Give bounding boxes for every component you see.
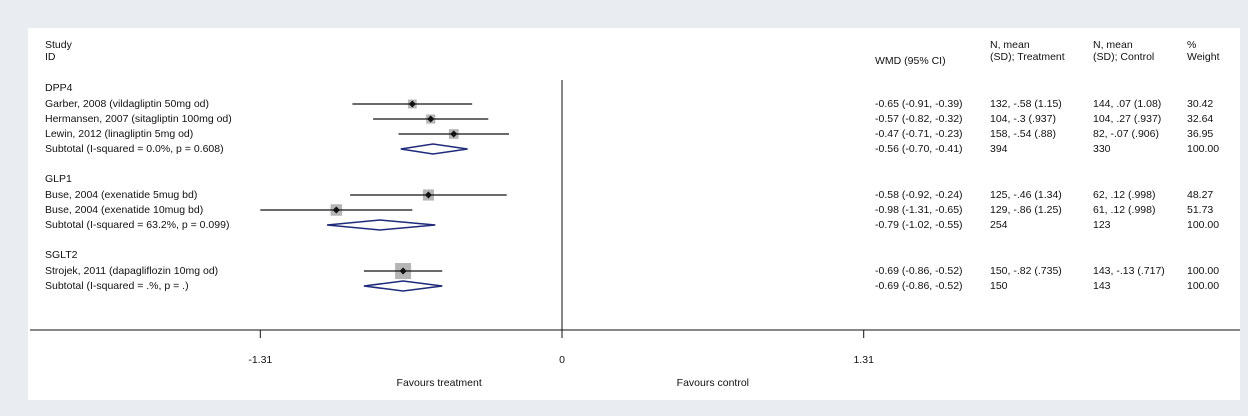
point-estimate (424, 191, 432, 199)
column-header: (SD); Treatment (990, 51, 1065, 63)
id-header: ID (45, 51, 56, 63)
column-header: WMD (95% CI) (875, 55, 946, 67)
column-header: N, mean (990, 39, 1030, 51)
subtotal-label: Subtotal (I-squared = .%, p = .) (45, 280, 189, 292)
column-value: 132, -.58 (1.15) (990, 98, 1062, 110)
study-label: Lewin, 2012 (linagliptin 5mg od) (45, 128, 193, 140)
column-value: 51.73 (1187, 204, 1213, 216)
study-label: Garber, 2008 (vildagliptin 50mg od) (45, 98, 209, 110)
point-estimate (427, 115, 435, 123)
study-label: Strojek, 2011 (dapagliflozin 10mg od) (45, 265, 218, 277)
column-header: N, mean (1093, 39, 1133, 51)
column-value: 144, .07 (1.08) (1093, 98, 1161, 110)
column-value: 62, .12 (.998) (1093, 189, 1155, 201)
study-label: Hermansen, 2007 (sitagliptin 100mg od) (45, 113, 232, 125)
column-value: 100.00 (1187, 265, 1219, 277)
x-tick-label: 1.31 (853, 354, 874, 366)
column-value: 36.95 (1187, 128, 1213, 140)
column-value: 394 (990, 143, 1008, 155)
column-value: -0.69 (-0.86, -0.52) (875, 265, 963, 277)
point-estimate (332, 206, 340, 214)
point-estimate (450, 130, 458, 138)
favours-left: Favours treatment (397, 377, 482, 389)
group-name: SGLT2 (45, 249, 78, 261)
column-value: 32.64 (1187, 113, 1213, 125)
column-value: 100.00 (1187, 143, 1219, 155)
column-header: Weight (1187, 51, 1220, 63)
column-value: 150, -.82 (.735) (990, 265, 1062, 277)
column-value: 48.27 (1187, 189, 1213, 201)
column-value: 82, -.07 (.906) (1093, 128, 1159, 140)
plot-panel (28, 28, 1240, 400)
column-value: 104, .27 (.937) (1093, 113, 1161, 125)
column-value: -0.47 (-0.71, -0.23) (875, 128, 963, 140)
column-value: -0.57 (-0.82, -0.32) (875, 113, 963, 125)
column-header: % (1187, 39, 1196, 51)
column-value: 30.42 (1187, 98, 1213, 110)
x-tick-label: 0 (559, 354, 565, 366)
column-value: 129, -.86 (1.25) (990, 204, 1062, 216)
column-value: 158, -.54 (.88) (990, 128, 1056, 140)
column-value: -0.79 (-1.02, -0.55) (875, 219, 963, 231)
column-value: 100.00 (1187, 219, 1219, 231)
column-value: 104, -.3 (.937) (990, 113, 1056, 125)
column-value: 143, -.13 (.717) (1093, 265, 1165, 277)
column-value: 125, -.46 (1.34) (990, 189, 1062, 201)
column-value: 61, .12 (.998) (1093, 204, 1155, 216)
column-header: (SD); Control (1093, 51, 1154, 63)
column-value: 254 (990, 219, 1008, 231)
subtotal-diamond (400, 143, 468, 155)
column-value: -0.69 (-0.86, -0.52) (875, 280, 963, 292)
study-label: Buse, 2004 (exenatide 5mug bd) (45, 189, 197, 201)
study-label: Buse, 2004 (exenatide 10mug bd) (45, 204, 203, 216)
subtotal-diamond (327, 219, 436, 231)
point-estimate (408, 100, 416, 108)
column-value: 143 (1093, 280, 1111, 292)
group-name: DPP4 (45, 82, 73, 94)
column-value: -0.56 (-0.70, -0.41) (875, 143, 963, 155)
column-value: -0.58 (-0.92, -0.24) (875, 189, 963, 201)
study-header: Study (45, 39, 73, 51)
point-estimate (399, 267, 407, 275)
subtotal-label: Subtotal (I-squared = 0.0%, p = 0.608) (45, 143, 224, 155)
column-value: 330 (1093, 143, 1111, 155)
group-name: GLP1 (45, 173, 72, 185)
x-tick-label: -1.31 (248, 354, 272, 366)
subtotal-diamond (363, 280, 443, 292)
column-value: -0.98 (-1.31, -0.65) (875, 204, 963, 216)
column-value: -0.65 (-0.91, -0.39) (875, 98, 963, 110)
subtotal-label: Subtotal (I-squared = 63.2%, p = 0.099) (45, 219, 229, 231)
column-value: 150 (990, 280, 1008, 292)
column-value: 100.00 (1187, 280, 1219, 292)
favours-right: Favours control (677, 377, 749, 389)
column-value: 123 (1093, 219, 1111, 231)
